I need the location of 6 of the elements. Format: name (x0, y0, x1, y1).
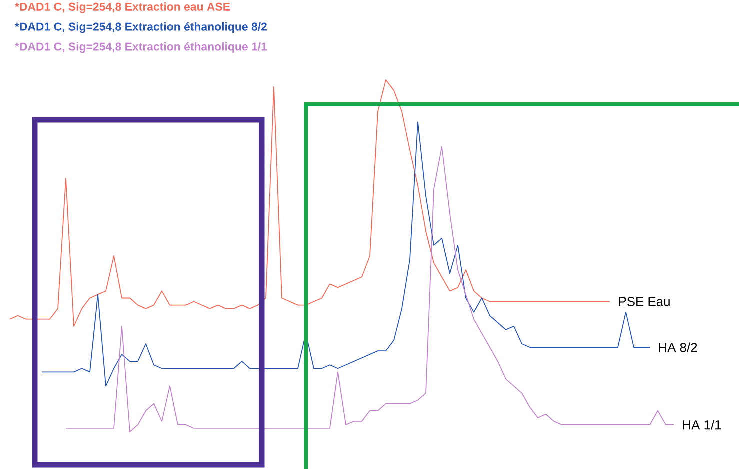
annotation: HA 8/2 (659, 342, 698, 352)
text: *DAD1 C, Sig=254,8 Extraction eau ASE (15, 2, 230, 14)
text: *DAD1 C, Sig=254,8 Extraction éthanolique 1/1 (15, 42, 268, 54)
text: *DAD1 C, Sig=254,8 Extraction éthanolique 8/2 (15, 22, 267, 34)
annotation: HA 1/1 (683, 420, 722, 430)
annotation: PSE Eau (619, 297, 670, 306)
